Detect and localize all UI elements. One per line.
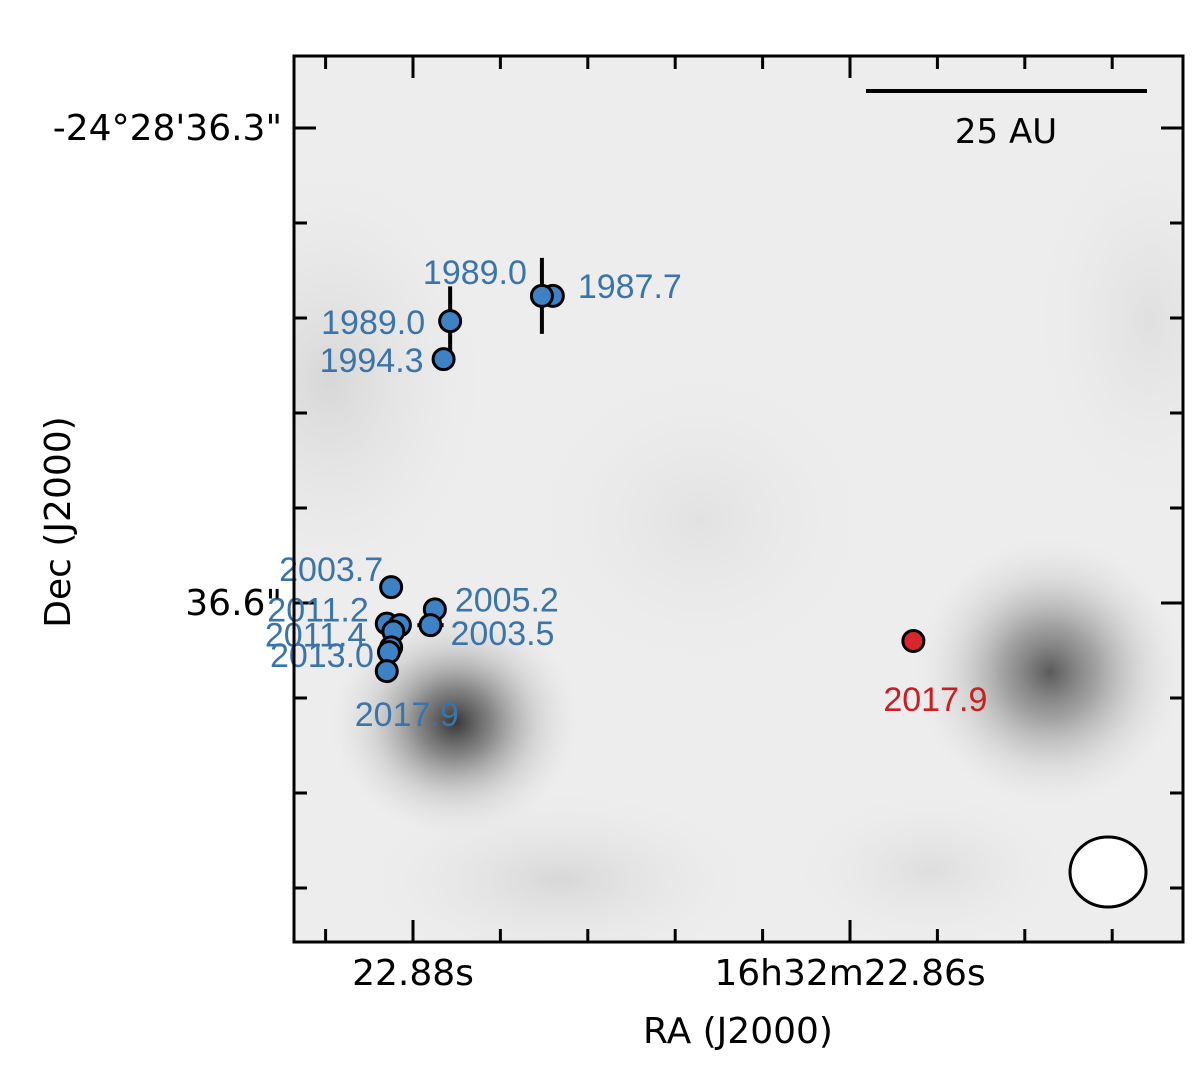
- point-label: 2013.0: [270, 637, 374, 675]
- scale-bar-label: 25 AU: [955, 112, 1057, 152]
- y-axis-label: Dec (J2000): [38, 416, 79, 627]
- continuum-image: [294, 56, 1183, 942]
- data-point: [374, 659, 399, 684]
- y-tick-label-top: -24°28'36.3": [53, 108, 282, 149]
- data-point: [438, 286, 463, 356]
- y-tick-label-mid: 36.6": [185, 583, 282, 624]
- scale-bar: 25 AU: [866, 89, 1147, 152]
- x-axis-label: RA (J2000): [643, 1011, 833, 1052]
- point-label: 2003.5: [450, 615, 554, 653]
- point-label: 1989.0: [423, 254, 527, 292]
- beam-ellipse: [1068, 835, 1148, 909]
- point-marker: [431, 347, 456, 372]
- point-label: 1987.7: [578, 268, 682, 306]
- point-label: 2017.9: [883, 681, 987, 719]
- point-label: 2011.4: [265, 617, 366, 655]
- point-label: 2005.2: [455, 581, 559, 619]
- point-marker: [418, 613, 443, 638]
- point-marker: [529, 283, 554, 308]
- point-label: 2003.7: [279, 551, 383, 589]
- x-tick-label-right: 16h32m22.86s: [714, 953, 985, 994]
- point-marker: [901, 629, 926, 653]
- point-marker: [374, 659, 399, 684]
- data-point: [529, 257, 554, 334]
- point-marker: [438, 309, 463, 334]
- point-label: 2017.9: [355, 696, 459, 734]
- point-marker: [379, 575, 404, 600]
- data-point: [379, 575, 404, 600]
- data-points: 1987.71989.01989.01994.32003.72005.22003…: [265, 254, 987, 734]
- axis-ticks: [294, 56, 1183, 942]
- data-point: [417, 613, 444, 638]
- x-tick-label-left: 22.88s: [352, 953, 474, 994]
- plot-frame: [292, 54, 1185, 944]
- data-point: [431, 347, 456, 372]
- point-label: 1994.3: [320, 342, 424, 380]
- point-label: 1989.0: [321, 304, 425, 342]
- data-point: [901, 629, 926, 653]
- point-label: 2011.2: [267, 592, 368, 630]
